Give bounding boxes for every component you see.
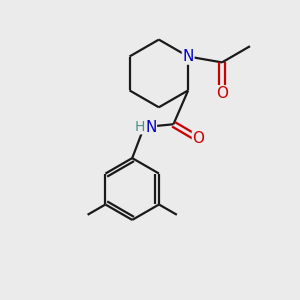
Text: O: O	[193, 131, 205, 146]
Text: H: H	[135, 120, 146, 134]
Text: N: N	[146, 120, 157, 135]
Text: O: O	[216, 86, 228, 101]
Text: N: N	[182, 49, 194, 64]
